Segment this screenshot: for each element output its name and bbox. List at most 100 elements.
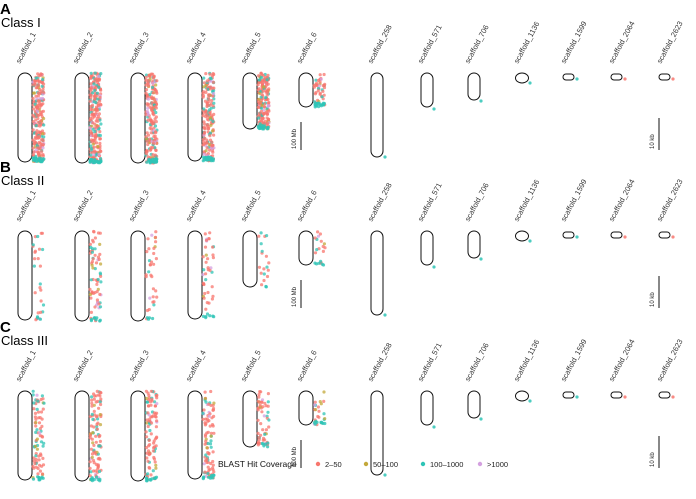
hit-dot <box>432 107 436 111</box>
scaffold-shape <box>187 72 203 162</box>
hit-dot <box>37 477 41 481</box>
scale-bar-large-label: 100 Mb <box>292 128 298 149</box>
hit-dot <box>154 289 158 293</box>
hit-dot <box>99 280 103 284</box>
hit-dot <box>211 150 215 154</box>
hit-dot <box>151 81 155 85</box>
hit-dot <box>33 235 38 239</box>
hit-dot <box>40 81 44 85</box>
hit-dot <box>89 447 93 451</box>
hit-dot <box>94 111 98 115</box>
hit-dot <box>267 100 271 105</box>
hit-dot <box>146 97 150 101</box>
hit-dot <box>260 400 264 404</box>
scaffold-shape <box>17 72 33 163</box>
hit-dot <box>210 99 214 103</box>
hit-dot <box>206 290 210 295</box>
hit-dot <box>211 450 215 454</box>
hit-dot <box>95 80 100 85</box>
hit-dot <box>266 122 270 126</box>
hit-dot <box>39 288 43 292</box>
hit-dot <box>575 395 579 399</box>
hit-dot <box>258 441 262 445</box>
hit-dot <box>322 83 326 88</box>
hit-dot <box>89 158 93 162</box>
scale-bar-small: 10 kb <box>650 276 660 308</box>
legend-swatch <box>477 461 483 467</box>
hit-dot <box>98 252 102 256</box>
hit-dot <box>313 251 318 255</box>
hit-dot <box>151 469 155 473</box>
hit-dot <box>153 235 158 239</box>
hit-dot <box>89 470 93 474</box>
hit-dot <box>263 105 267 109</box>
hit-dot <box>150 96 154 100</box>
hit-dot <box>154 240 158 244</box>
scaffold-shape <box>130 230 146 322</box>
panel-class-label: Class II <box>1 173 44 188</box>
hit-dot <box>151 141 155 145</box>
hit-dot <box>212 101 216 105</box>
hit-dot <box>528 81 532 85</box>
hit-dot <box>314 408 318 412</box>
hit-dot <box>479 417 483 421</box>
hit-dot <box>88 292 92 297</box>
hit-dot <box>321 103 325 107</box>
hit-dot <box>149 127 154 131</box>
hit-dot <box>203 390 207 394</box>
hit-dot <box>210 140 214 144</box>
hit-dot <box>42 441 46 445</box>
hit-dot <box>153 87 157 91</box>
hit-dot <box>148 452 152 456</box>
hit-dot <box>98 444 102 448</box>
hit-dot <box>210 158 214 162</box>
hit-dot <box>322 399 326 403</box>
hit-dot <box>95 78 99 82</box>
scaffold-shape <box>658 73 671 81</box>
hit-dot <box>97 435 101 439</box>
hit-dot <box>212 414 216 418</box>
legend-swatch <box>363 461 369 467</box>
scaffold-shape <box>420 72 434 108</box>
hit-dot <box>98 242 102 246</box>
hit-dot <box>204 453 208 457</box>
hit-dot <box>38 317 43 321</box>
scaffold-label: scaffold_2 <box>71 31 95 65</box>
hit-dot <box>91 238 95 242</box>
hit-dot <box>257 265 262 269</box>
hit-dot <box>89 71 93 75</box>
hit-dot <box>257 234 261 238</box>
hit-dot <box>205 146 209 150</box>
hit-dot <box>204 422 208 426</box>
hit-dot <box>155 295 159 299</box>
scaffold-shape <box>562 73 575 81</box>
hit-dot <box>35 109 39 113</box>
hit-dot <box>671 235 675 239</box>
hit-dot <box>31 146 35 150</box>
hit-dot <box>203 122 207 126</box>
hit-dot <box>202 152 206 156</box>
hit-dot <box>92 100 96 104</box>
hit-dot <box>318 103 322 107</box>
hit-dot <box>154 104 158 108</box>
hit-dot <box>312 83 316 88</box>
hit-dot <box>147 307 151 312</box>
hit-dot <box>33 257 37 261</box>
hit-dot <box>94 415 99 419</box>
scaffold-shape <box>74 390 90 482</box>
hit-dot <box>623 77 627 81</box>
hit-dot <box>201 477 205 481</box>
hit-dot <box>38 286 42 290</box>
hit-dot <box>96 114 100 118</box>
hit-dot <box>99 391 103 395</box>
hit-dot <box>88 436 92 440</box>
scaffold-shape <box>658 391 671 399</box>
hit-dot <box>211 466 215 470</box>
hit-dot <box>41 132 45 136</box>
hit-dot <box>91 247 95 251</box>
scaffold-label: scaffold_2623 <box>655 338 685 383</box>
hit-dot <box>313 92 317 96</box>
hit-dot <box>321 263 326 267</box>
hit-dot <box>39 73 43 77</box>
hit-dot <box>144 152 149 156</box>
